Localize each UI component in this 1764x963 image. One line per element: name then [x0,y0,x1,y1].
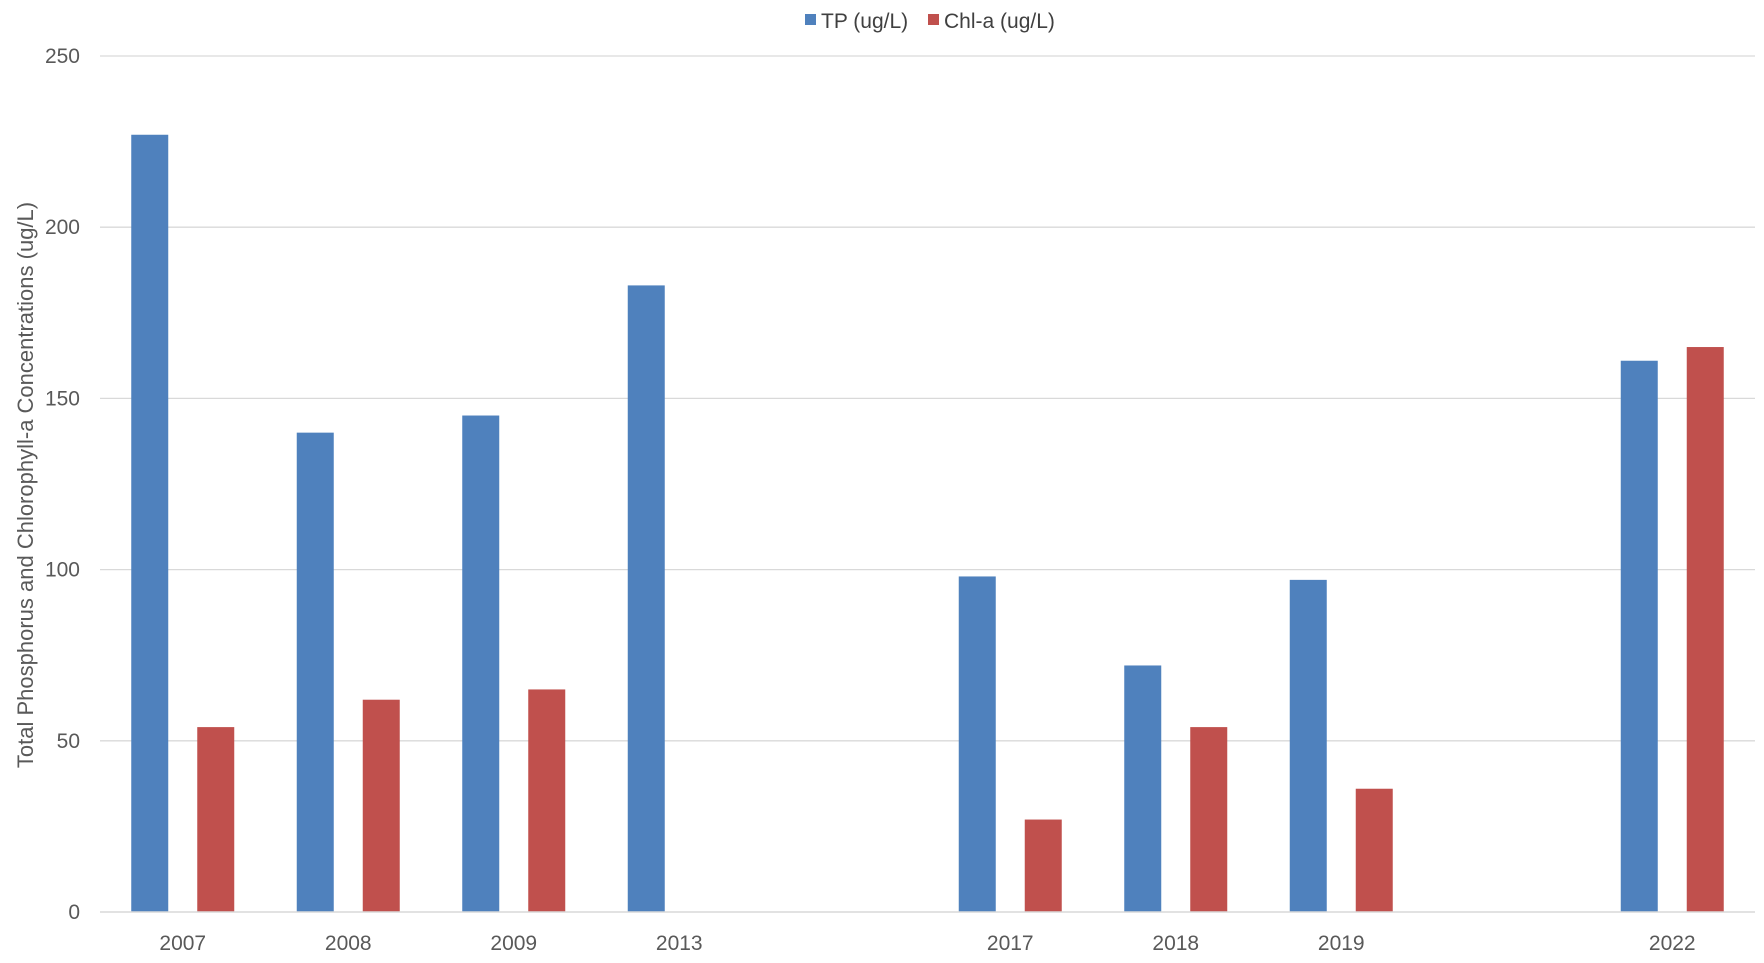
bar-tp-2022 [1620,360,1658,913]
x-tick-label: 2009 [490,932,537,955]
y-axis-title: Total Phosphorus and Chlorophyll-a Conce… [13,202,38,768]
bar-chla-2008 [362,699,400,912]
y-tick-label: 50 [57,730,80,753]
bar-chla-2022 [1686,347,1724,912]
y-axis-ticks: 0 50 100 150 200 250 [45,45,80,924]
legend-label: TP (ug/L) [821,10,908,33]
x-axis-ticks: 2007 2008 2009 2013 2017 2018 2019 2022 [159,932,1695,955]
bar-chla-2017 [1024,819,1062,912]
gridlines [100,55,1755,742]
bar-tp-2018 [1124,665,1162,912]
legend-swatch [928,14,939,25]
legend-label: Chl-a (ug/L) [944,10,1055,33]
y-tick-label: 200 [45,216,80,239]
x-tick-label: 2008 [325,932,372,955]
legend: TP (ug/L) Chl-a (ug/L) [805,10,1055,33]
x-tick-label: 2018 [1152,932,1199,955]
x-tick-label: 2019 [1318,932,1365,955]
bar-chla-2019 [1355,788,1393,912]
bars [131,134,1724,913]
x-tick-label: 2017 [987,932,1034,955]
y-tick-label: 100 [45,559,80,582]
y-tick-label: 150 [45,387,80,410]
bar-chla-2018 [1190,727,1228,912]
y-tick-label: 250 [45,45,80,68]
bar-tp-2019 [1289,579,1327,912]
bar-chla-2009 [528,689,566,912]
x-tick-label: 2013 [656,932,703,955]
x-tick-label: 2022 [1649,932,1696,955]
bar-tp-2009 [462,415,500,912]
y-tick-label: 0 [68,901,80,924]
bar-tp-2007 [131,134,169,912]
x-tick-label: 2007 [159,932,206,955]
legend-swatch [805,14,816,25]
bar-tp-2017 [958,576,996,912]
bar-tp-2013 [627,285,665,913]
bar-tp-2008 [296,432,334,912]
bar-chla-2007 [197,727,235,912]
